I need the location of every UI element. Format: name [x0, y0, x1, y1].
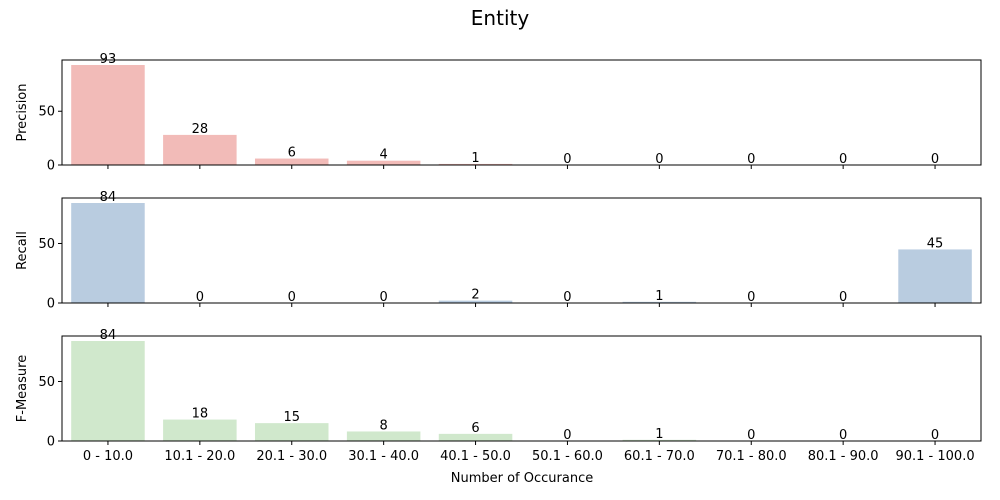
- data-label: 0: [655, 152, 663, 167]
- data-label: 0: [563, 152, 571, 167]
- axes-frame: [61, 59, 982, 166]
- bar: [254, 158, 329, 165]
- bar: [622, 301, 697, 303]
- data-label: 6: [471, 421, 479, 436]
- x-tick-label: 10.1 - 20.0: [164, 449, 235, 464]
- y-tick-label: 0: [47, 159, 55, 174]
- bar: [71, 65, 145, 165]
- x-tick-label: 70.1 - 80.0: [716, 449, 787, 464]
- data-label: 0: [196, 290, 204, 305]
- x-tick-label: 60.1 - 70.0: [624, 449, 695, 464]
- data-label: 18: [192, 407, 209, 422]
- y-tick-label: 50: [38, 105, 55, 120]
- axes-frame: [61, 335, 982, 442]
- data-label: 0: [931, 152, 939, 167]
- y-axis-label: Precision: [15, 83, 30, 141]
- data-label: 1: [655, 427, 663, 442]
- x-tick-label: 50.1 - 60.0: [532, 449, 603, 464]
- data-label: 6: [288, 146, 296, 161]
- bar: [71, 203, 145, 303]
- data-label: 0: [563, 290, 571, 305]
- data-label: 0: [747, 290, 755, 305]
- x-tick-label: 20.1 - 30.0: [256, 449, 327, 464]
- bar: [346, 160, 421, 165]
- data-label: 28: [192, 122, 209, 137]
- data-label: 0: [288, 290, 296, 305]
- bar: [438, 433, 513, 441]
- x-tick-label: 40.1 - 50.0: [440, 449, 511, 464]
- x-tick-label: 0 - 10.0: [83, 449, 133, 464]
- data-label: 4: [380, 148, 388, 163]
- data-label: 1: [471, 151, 479, 166]
- bar: [254, 423, 329, 441]
- chart-title: Entity: [471, 6, 530, 30]
- data-label: 0: [839, 428, 847, 443]
- data-label: 0: [839, 152, 847, 167]
- y-tick-label: 0: [47, 297, 55, 312]
- y-tick-label: 50: [38, 375, 55, 390]
- bar: [438, 300, 513, 303]
- x-tick-label: 80.1 - 90.0: [808, 449, 879, 464]
- x-tick-label: 90.1 - 100.0: [895, 449, 974, 464]
- data-label: 15: [283, 410, 300, 425]
- data-label: 0: [747, 152, 755, 167]
- data-label: 0: [747, 428, 755, 443]
- data-label: 0: [931, 428, 939, 443]
- y-tick-label: 0: [47, 435, 55, 450]
- axes-frame: [61, 197, 982, 304]
- bar: [71, 341, 145, 441]
- data-label: 0: [839, 290, 847, 305]
- data-label: 45: [927, 236, 944, 251]
- bar: [163, 134, 237, 165]
- x-tick-label: 30.1 - 40.0: [348, 449, 419, 464]
- y-axis-label: F-Measure: [15, 355, 30, 422]
- data-label: 0: [563, 428, 571, 443]
- bar: [346, 431, 421, 441]
- bar: [622, 439, 697, 441]
- data-label: 8: [380, 418, 388, 433]
- y-tick-label: 50: [38, 237, 55, 252]
- bar: [163, 419, 237, 441]
- data-label: 1: [655, 289, 663, 304]
- data-label: 2: [471, 288, 479, 303]
- bar: [898, 249, 972, 303]
- bar: [438, 163, 513, 165]
- x-axis-label: Number of Occurance: [451, 471, 593, 486]
- y-axis-label: Recall: [15, 231, 30, 270]
- data-label: 0: [380, 290, 388, 305]
